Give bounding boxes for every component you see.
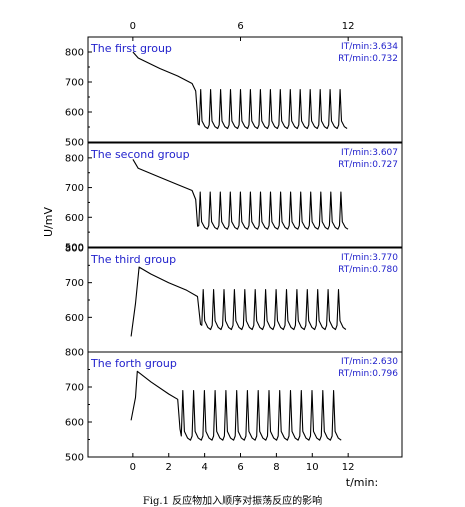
response-time-label: RT/min:0.732 [338,54,398,64]
bottom-tick-label: 10 [306,462,319,473]
bottom-tick-label: 0 [130,462,136,473]
bottom-tick-label: 2 [166,462,172,473]
panel-frame [87,36,403,143]
group-label: The third group [90,253,176,266]
y-tick-label: 500 [65,138,84,149]
response-time-label: RT/min:0.727 [338,160,398,170]
bottom-tick-label: 12 [342,462,355,473]
induction-time-label: IT/min:3.634 [341,42,398,52]
y-tick-label: 800 [65,348,84,359]
y-tick-label: 700 [65,78,84,89]
y-tick-label: 700 [65,183,84,194]
y-tick-label: 800 [65,244,84,255]
group-label: The second group [90,148,190,161]
y-axis-label: U/mV [42,207,55,237]
top-tick-label: 0 [130,21,136,32]
x-axis-label: t/min: [346,476,378,489]
y-tick-label: 600 [65,418,84,429]
y-tick-label: 700 [65,383,84,394]
bottom-tick-label: 8 [273,462,279,473]
y-tick-label: 800 [65,48,84,59]
panel-3: 600 700 800 The third group IT/min:3.770 RT/m… [65,244,403,353]
induction-time-label: IT/min:2.630 [341,357,398,367]
voltage-trace [130,266,347,337]
panel-frame [87,142,403,248]
panels: 500 600 700 800 The first group IT/min:3.634 R… [65,36,403,464]
bottom-axis: 0 2 4 6 8 10 12 [130,453,355,473]
top-tick-label: 12 [342,21,355,32]
group-label: The first group [90,42,172,55]
y-tick-label: 700 [65,278,84,289]
induction-time-label: IT/min:3.607 [341,148,398,158]
bottom-tick-label: 6 [237,462,243,473]
y-tick-label: 500 [65,453,84,464]
y-tick-label: 500 [65,243,84,254]
voltage-trace [132,159,349,230]
figure-caption: Fig.1 反应物加入顺序对振荡反应的影响 [142,496,323,507]
y-tick-label: 600 [65,108,84,119]
group-label: The forth group [90,357,177,370]
top-tick-label: 6 [237,21,243,32]
top-axis: 0 6 12 [130,21,355,41]
voltage-trace [130,370,342,441]
panel-2: 500 600 700 800 The second group IT/min:3.607… [65,142,403,254]
panel-1: 500 600 700 800 The first group IT/min:3.634 R… [65,36,403,149]
voltage-trace [132,51,348,130]
y-tick-label: 800 [65,153,84,164]
bottom-tick-label: 4 [201,462,207,473]
response-time-label: RT/min:0.780 [338,265,398,275]
induction-time-label: IT/min:3.770 [341,253,398,263]
y-tick-label: 600 [65,313,84,324]
panel-4: 500 600 700 800 The forth group IT/min:2.630 R… [65,348,403,464]
response-time-label: RT/min:0.796 [338,369,398,379]
y-tick-label: 600 [65,213,84,224]
